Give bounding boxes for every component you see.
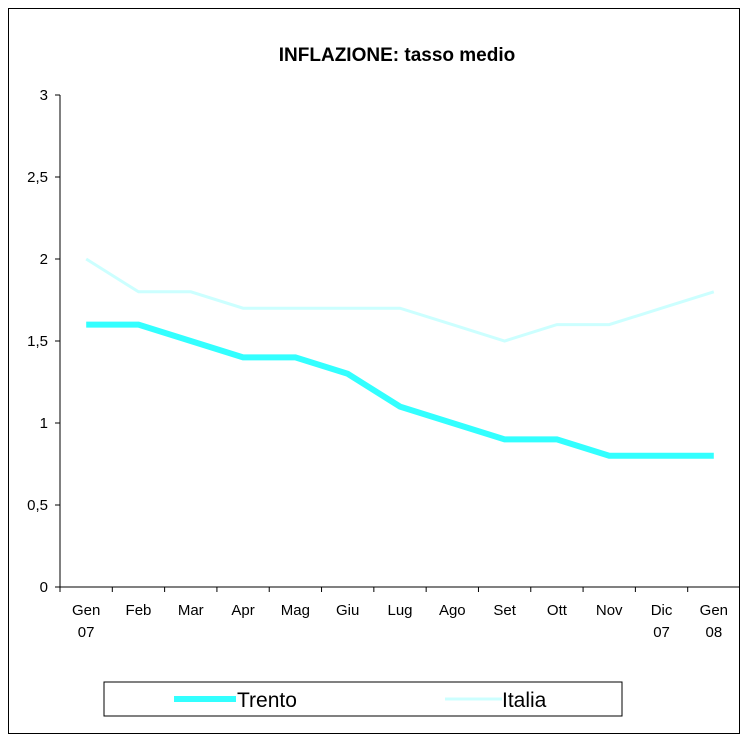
x-tick-label: Gen	[72, 602, 100, 619]
x-tick-label: Ott	[547, 602, 568, 619]
axes: 0 0,5 1 1,5 2 2,5 3 Gen 07 Feb Mar Apr Mag Giu Lug Ago S…	[27, 87, 739, 641]
chart-svg: INFLAZIONE: tasso medio 0 0,5 1 1,5 2 2,5 3 Gen…	[27, 45, 739, 717]
x-tick-label: Apr	[231, 602, 254, 619]
y-tick-label: 3	[40, 87, 48, 104]
x-tick-label: Mag	[281, 602, 310, 619]
x-tick-label: Mar	[178, 602, 204, 619]
x-tick-label: Dic	[651, 602, 673, 619]
legend-label-italia: Italia	[502, 689, 547, 712]
series-layer	[85, 257, 715, 459]
x-tick-label: Giu	[336, 602, 359, 619]
x-tick-label: 07	[653, 624, 670, 641]
y-tick-label: 0	[40, 579, 48, 596]
x-tick-label: Feb	[126, 602, 152, 619]
series-line-italia	[85, 257, 715, 343]
chart-title: INFLAZIONE: tasso medio	[279, 45, 515, 66]
y-tick-label: 2,5	[27, 169, 48, 186]
x-tick-label: Gen	[700, 602, 728, 619]
y-tick-label: 1	[40, 415, 48, 432]
y-tick-label: 0,5	[27, 497, 48, 514]
legend: Trento Italia	[103, 681, 623, 717]
x-tick-label: Nov	[596, 602, 623, 619]
x-tick-label: Lug	[387, 602, 412, 619]
x-tick-label: 07	[78, 624, 95, 641]
y-tick-label: 2	[40, 251, 48, 268]
x-tick-label: Ago	[439, 602, 466, 619]
y-tick-label: 1,5	[27, 333, 48, 350]
legend-label-trento: Trento	[237, 689, 297, 712]
x-tick-label: Set	[493, 602, 516, 619]
chart-frame: INFLAZIONE: tasso medio 0 0,5 1 1,5 2 2,5 3 Gen…	[8, 8, 740, 734]
series-line-trento	[86, 321, 714, 459]
x-tick-label: 08	[706, 624, 723, 641]
